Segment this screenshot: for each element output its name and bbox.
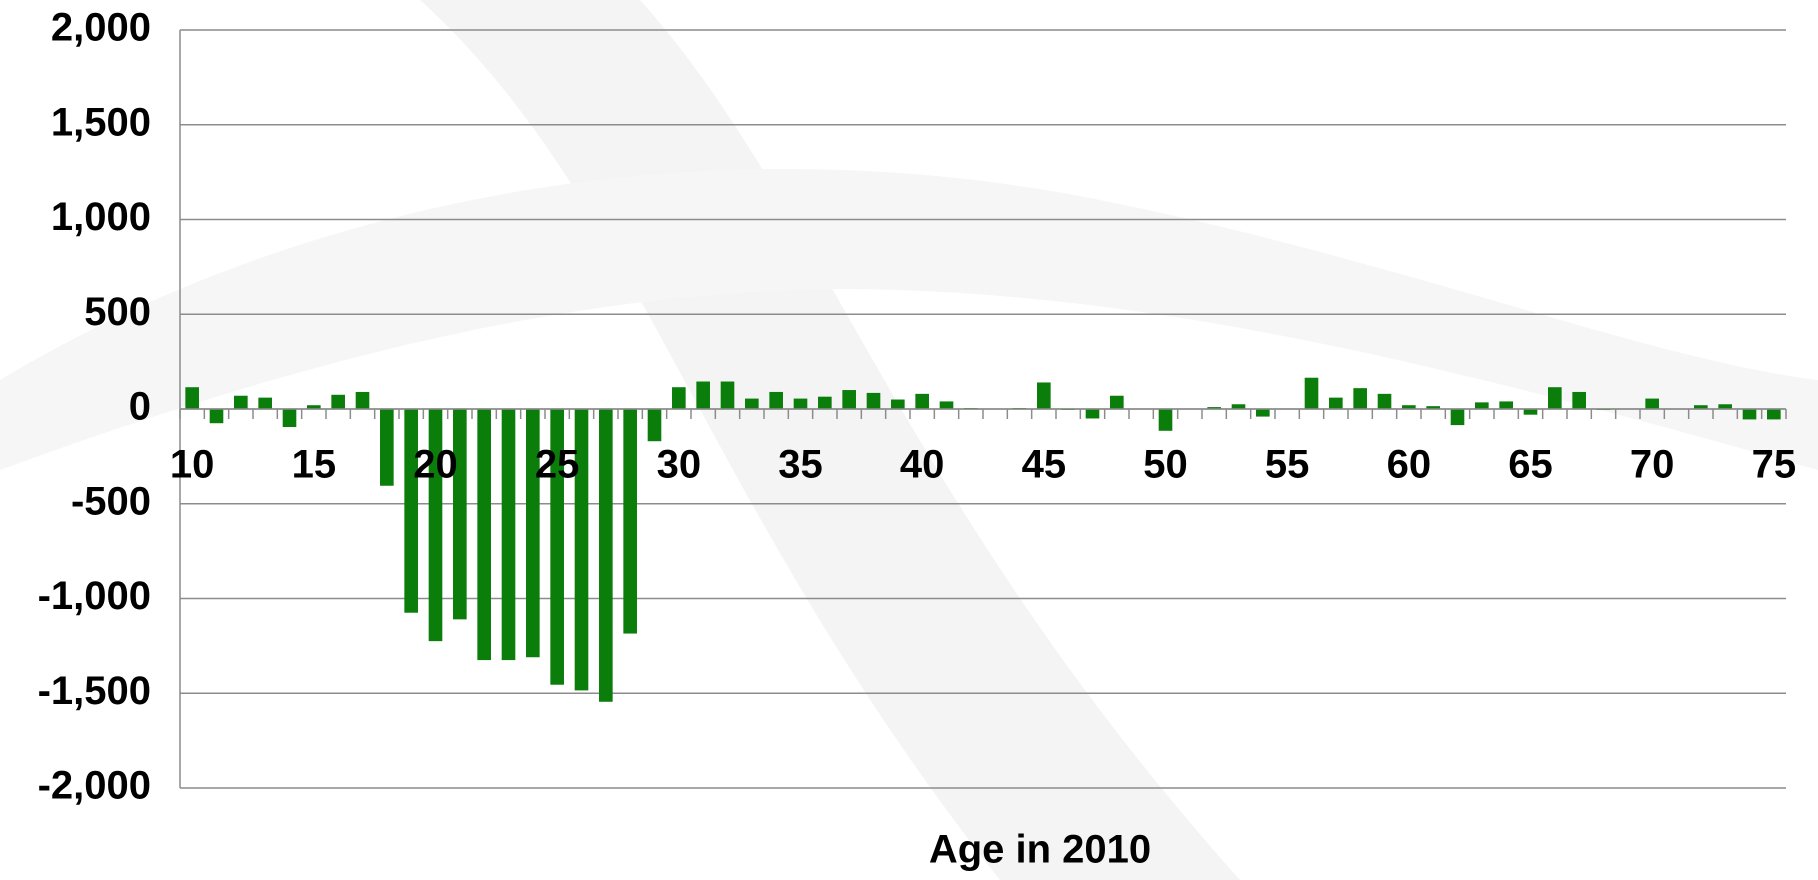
bar <box>185 387 199 409</box>
x-tick-label: 45 <box>1022 443 1067 487</box>
bar <box>745 398 759 409</box>
bar <box>404 409 418 613</box>
background-swoosh <box>420 0 1240 880</box>
x-tick-label: 60 <box>1387 443 1432 487</box>
bar <box>1742 409 1757 420</box>
bar <box>720 381 735 409</box>
bar <box>769 391 783 409</box>
bar <box>307 405 321 409</box>
x-tick-label: 30 <box>657 443 702 487</box>
bar <box>1353 388 1367 409</box>
y-tick-label: -1,000 <box>38 574 151 618</box>
x-tick-label: 20 <box>413 443 458 487</box>
bar <box>1037 382 1051 409</box>
x-tick-label: 40 <box>900 443 945 487</box>
bar <box>453 409 467 620</box>
bar <box>1499 401 1513 409</box>
bar <box>866 392 881 409</box>
y-tick-label: 1,000 <box>51 195 151 239</box>
bar <box>209 409 224 424</box>
bar <box>623 409 637 634</box>
bar <box>1523 409 1538 415</box>
x-tick-label: 10 <box>170 443 215 487</box>
bar <box>258 397 272 409</box>
bar <box>526 409 540 658</box>
bar <box>477 409 491 661</box>
bar <box>1207 407 1221 409</box>
background-swoosh <box>0 168 1818 471</box>
bar <box>234 395 248 409</box>
x-axis-title: Age in 2010 <box>929 828 1151 872</box>
bar <box>696 381 710 409</box>
y-tick-label: -2,000 <box>38 764 151 808</box>
bar <box>1377 393 1392 409</box>
x-tick-label: 75 <box>1752 443 1797 487</box>
bar <box>1402 405 1416 409</box>
bar <box>672 387 686 409</box>
bar <box>355 391 370 409</box>
bar <box>574 409 589 691</box>
bar <box>1548 387 1562 409</box>
bar <box>550 409 564 685</box>
bar <box>1304 377 1319 409</box>
bar <box>380 409 394 486</box>
bar <box>818 396 832 409</box>
y-tick-label: 1,500 <box>51 100 151 144</box>
y-tick-label: -500 <box>71 479 151 523</box>
x-tick-label: 50 <box>1143 443 1188 487</box>
bar <box>1085 409 1100 419</box>
bar <box>1329 397 1343 409</box>
bar <box>1767 409 1781 420</box>
bar <box>1158 409 1173 431</box>
bar <box>282 409 297 428</box>
bar <box>1645 398 1659 409</box>
x-tick-label: 25 <box>535 443 580 487</box>
bar <box>501 409 516 661</box>
y-tick-label: 0 <box>129 385 151 429</box>
x-tick-label: 35 <box>778 443 823 487</box>
bar <box>647 409 662 442</box>
bar <box>915 393 929 409</box>
bar <box>1450 409 1465 426</box>
x-tick-label: 65 <box>1508 443 1553 487</box>
bar <box>842 390 856 409</box>
bar <box>1572 391 1586 409</box>
bar <box>1110 395 1124 409</box>
bar <box>1694 405 1708 409</box>
bar <box>1231 404 1246 409</box>
bar <box>939 401 954 409</box>
bar <box>428 409 443 642</box>
bar <box>1718 404 1732 409</box>
y-tick-label: 500 <box>84 290 151 334</box>
bar <box>599 409 613 702</box>
y-tick-label: 2,000 <box>51 6 151 50</box>
bar <box>793 398 808 409</box>
bar <box>1475 402 1489 409</box>
x-tick-label: 70 <box>1630 443 1675 487</box>
bar <box>891 399 905 409</box>
x-tick-label: 55 <box>1265 443 1310 487</box>
y-tick-label: -1,500 <box>38 669 151 713</box>
bar <box>1426 406 1440 409</box>
x-tick-label: 15 <box>292 443 337 487</box>
bar <box>1256 409 1270 417</box>
bar <box>331 394 345 409</box>
